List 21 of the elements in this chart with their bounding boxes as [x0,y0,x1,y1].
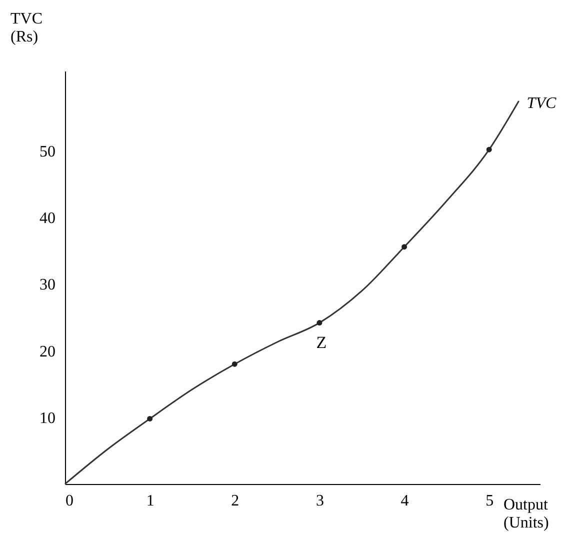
point [147,416,153,422]
y-tick-label: 10 [40,410,56,427]
line-series [64,100,520,485]
y-tick-label: 30 [40,276,56,294]
point [232,361,238,367]
x-tick-label: 2 [231,492,240,510]
y-axis-title: TVC (Rs) [10,10,42,46]
x-tick-label: 5 [486,492,494,510]
annotation: Z [316,332,327,352]
point [486,146,492,152]
y-tick-label: 50 [40,143,56,160]
point [316,320,322,326]
series-label: TVC [526,94,556,112]
x-axis-title: Output (Units) [504,496,549,532]
y-tick-label: 40 [40,210,56,228]
point [402,244,408,250]
x-tick-label: 4 [400,492,409,510]
y-tick-label: 20 [40,343,56,360]
x-tick-label: 3 [316,492,324,510]
x-tick-label: 1 [146,492,154,510]
x-tick-label: 0 [66,492,74,510]
